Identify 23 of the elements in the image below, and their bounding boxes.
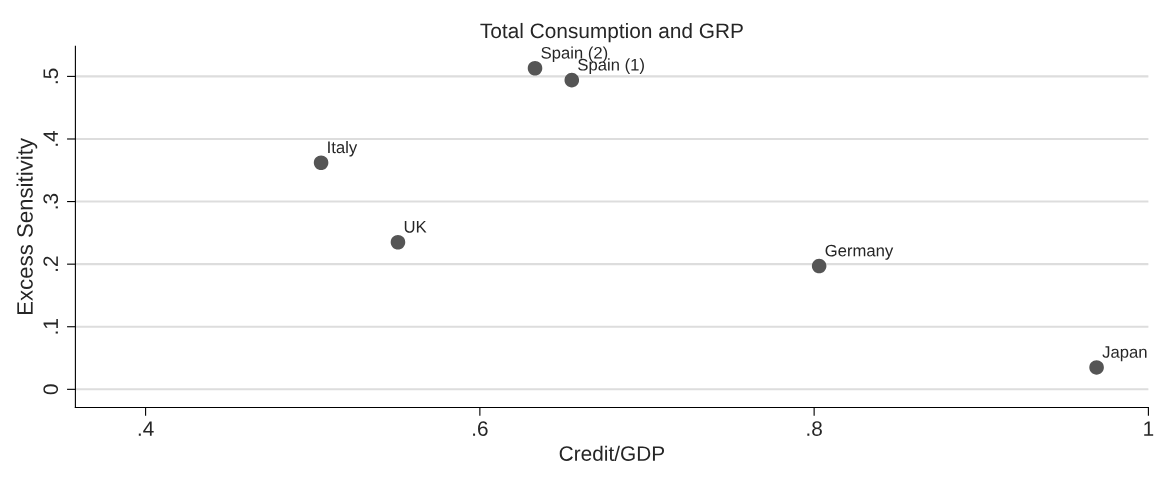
point xyxy=(390,234,406,250)
y-tick-label: 0 xyxy=(43,384,59,395)
point xyxy=(313,155,329,171)
x-axis-title: Credit/GDP xyxy=(559,445,665,461)
y-tick-label: .4 xyxy=(43,130,58,146)
point xyxy=(1089,360,1104,375)
x-tick-label: .4 xyxy=(138,421,154,436)
annotation: UK xyxy=(404,221,427,233)
annotation: Germany xyxy=(825,244,894,260)
x-tick-label: .8 xyxy=(807,421,822,436)
x-tick-label: 1 xyxy=(1144,421,1154,436)
point xyxy=(527,60,543,76)
point xyxy=(564,72,580,88)
x-tick-label: .6 xyxy=(473,421,488,436)
annotation: Japan xyxy=(1102,346,1147,362)
y-tick-label: .2 xyxy=(43,256,58,271)
annotation: Italy xyxy=(328,140,358,157)
y-tick-label: .1 xyxy=(43,319,58,334)
y-tick-label: .3 xyxy=(43,193,59,209)
y-tick-label: .5 xyxy=(43,68,59,84)
point xyxy=(811,258,827,274)
y-axis-title: Excess Sensitivity xyxy=(16,138,38,315)
chart-title: Total Consumption and GRP xyxy=(480,22,743,43)
